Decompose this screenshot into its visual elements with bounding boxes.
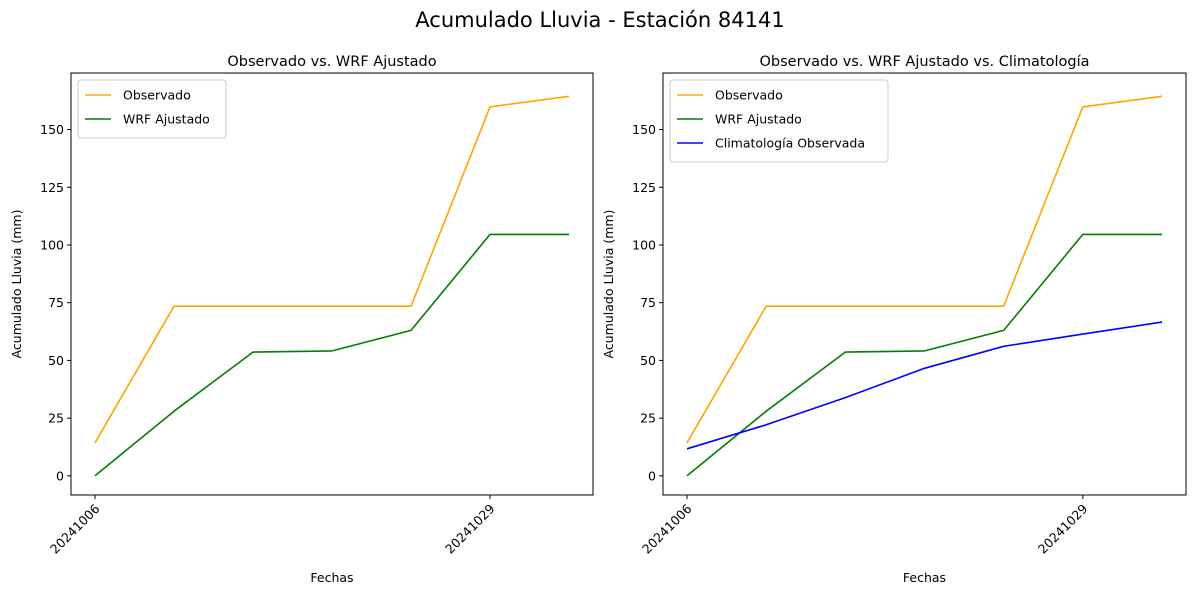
x-tick-label: 20241029	[1035, 501, 1091, 557]
y-tick-label: 25	[48, 411, 64, 426]
y-tick-label: 100	[632, 237, 656, 252]
series-line	[94, 233, 569, 477]
series-line	[94, 95, 570, 444]
y-tick-label: 50	[48, 353, 64, 368]
plot-frame	[70, 72, 594, 496]
legend-label: Observado	[715, 88, 783, 103]
legend-box	[77, 79, 227, 139]
x-tick-label: 20241006	[639, 501, 695, 557]
legend-label: WRF Ajustado	[715, 112, 802, 127]
legend-label: Climatología Observada	[715, 136, 865, 151]
y-tick-label: 0	[56, 468, 64, 483]
plot-frame	[662, 72, 1187, 496]
series-line	[686, 233, 1162, 477]
x-axis-label: Fechas	[903, 570, 946, 585]
legend-box	[669, 79, 889, 163]
y-axis-label: Acumulado Lluvia (mm)	[9, 210, 24, 359]
y-tick-label: 75	[48, 295, 64, 310]
y-tick-label: 150	[40, 122, 64, 137]
legend-label: WRF Ajustado	[123, 112, 210, 127]
figure-title: Acumulado Lluvia - Estación 84141	[415, 8, 785, 32]
series-line	[686, 321, 1163, 450]
y-tick-label: 0	[648, 468, 656, 483]
series-line	[686, 95, 1163, 444]
y-tick-label: 125	[40, 180, 64, 195]
y-tick-label: 25	[640, 411, 656, 426]
x-axis-label: Fechas	[310, 570, 353, 585]
y-axis-label: Acumulado Lluvia (mm)	[601, 210, 616, 359]
chart-title: Observado vs. WRF Ajustado	[227, 54, 436, 70]
chart-title: Observado vs. WRF Ajustado vs. Climatolo…	[760, 54, 1090, 70]
y-tick-label: 125	[632, 180, 656, 195]
legend-label: Observado	[123, 88, 191, 103]
y-tick-label: 100	[40, 237, 64, 252]
y-tick-label: 150	[632, 122, 656, 137]
y-tick-label: 50	[640, 353, 656, 368]
y-tick-label: 75	[640, 295, 656, 310]
